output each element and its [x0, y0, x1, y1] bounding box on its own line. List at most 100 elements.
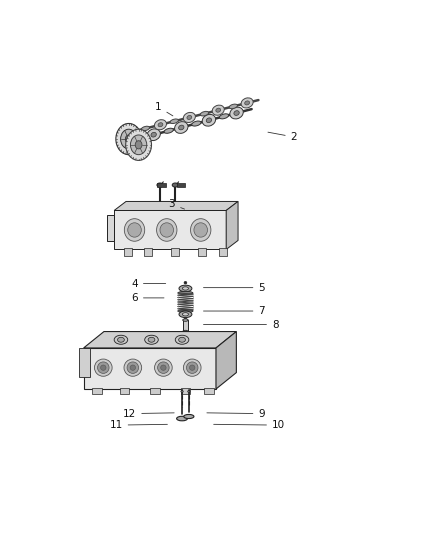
Bar [219, 248, 227, 256]
Ellipse shape [137, 135, 146, 141]
Polygon shape [157, 183, 166, 187]
Ellipse shape [181, 391, 183, 392]
Polygon shape [216, 332, 237, 389]
Ellipse shape [127, 362, 138, 374]
Ellipse shape [179, 337, 185, 342]
Ellipse shape [124, 359, 141, 376]
Ellipse shape [216, 108, 221, 112]
Text: 11: 11 [110, 420, 167, 430]
Ellipse shape [164, 128, 173, 133]
Polygon shape [114, 201, 238, 211]
Bar [205, 388, 214, 394]
Ellipse shape [175, 122, 188, 133]
Ellipse shape [120, 129, 137, 149]
Text: 4: 4 [131, 279, 166, 288]
Bar [124, 248, 132, 256]
Ellipse shape [184, 415, 194, 418]
Ellipse shape [151, 132, 156, 137]
Bar [144, 248, 152, 256]
Polygon shape [114, 211, 226, 249]
Text: 8: 8 [204, 320, 279, 329]
Ellipse shape [130, 365, 135, 370]
Text: 5: 5 [204, 282, 265, 293]
Ellipse shape [192, 121, 201, 126]
Ellipse shape [178, 292, 193, 295]
Polygon shape [78, 348, 90, 377]
Ellipse shape [202, 115, 215, 126]
Ellipse shape [158, 123, 163, 127]
Ellipse shape [183, 112, 195, 123]
Text: 1: 1 [155, 102, 173, 116]
Ellipse shape [147, 129, 160, 141]
Polygon shape [84, 348, 216, 389]
Ellipse shape [177, 416, 187, 421]
Ellipse shape [230, 107, 243, 119]
Text: 2: 2 [268, 132, 297, 142]
Bar [181, 388, 190, 394]
Ellipse shape [101, 365, 106, 370]
Ellipse shape [184, 359, 201, 376]
Ellipse shape [190, 365, 195, 370]
Ellipse shape [179, 285, 192, 292]
Ellipse shape [125, 135, 132, 143]
Ellipse shape [148, 337, 155, 342]
Text: 7: 7 [204, 306, 265, 316]
Ellipse shape [161, 365, 166, 370]
Ellipse shape [155, 120, 166, 130]
Bar [198, 248, 206, 256]
Ellipse shape [126, 129, 152, 160]
Text: 6: 6 [131, 293, 164, 303]
Ellipse shape [160, 223, 173, 237]
Ellipse shape [200, 111, 208, 116]
Bar [171, 248, 179, 256]
Ellipse shape [141, 126, 150, 131]
Ellipse shape [184, 281, 187, 284]
Polygon shape [226, 201, 238, 249]
Ellipse shape [212, 105, 224, 115]
Ellipse shape [145, 335, 158, 344]
Ellipse shape [182, 287, 188, 290]
Ellipse shape [182, 313, 188, 316]
Bar [183, 320, 188, 332]
Ellipse shape [229, 104, 237, 109]
Ellipse shape [124, 219, 145, 241]
Ellipse shape [172, 183, 178, 187]
Ellipse shape [183, 330, 188, 333]
Ellipse shape [179, 311, 192, 318]
Ellipse shape [178, 309, 193, 313]
Ellipse shape [95, 359, 112, 376]
Ellipse shape [116, 124, 141, 155]
Ellipse shape [241, 98, 253, 108]
Ellipse shape [187, 391, 190, 392]
Ellipse shape [187, 362, 198, 374]
Ellipse shape [155, 359, 172, 376]
Ellipse shape [194, 223, 208, 237]
Ellipse shape [219, 114, 229, 119]
Ellipse shape [170, 119, 178, 124]
Ellipse shape [131, 135, 147, 155]
Ellipse shape [191, 219, 211, 241]
Bar [150, 388, 159, 394]
Ellipse shape [175, 335, 189, 344]
Text: 10: 10 [214, 420, 285, 430]
Bar [92, 388, 102, 394]
Ellipse shape [245, 101, 250, 105]
Text: 9: 9 [207, 409, 265, 418]
Ellipse shape [184, 318, 187, 321]
Ellipse shape [183, 319, 188, 321]
Text: 12: 12 [123, 409, 174, 418]
Polygon shape [84, 332, 237, 348]
Ellipse shape [98, 362, 109, 374]
Ellipse shape [206, 118, 212, 123]
Polygon shape [107, 215, 114, 241]
Ellipse shape [158, 362, 169, 374]
Ellipse shape [179, 125, 184, 130]
Ellipse shape [157, 183, 163, 187]
Ellipse shape [187, 116, 192, 119]
Text: 3: 3 [169, 199, 184, 209]
Polygon shape [177, 183, 185, 187]
Ellipse shape [128, 223, 141, 237]
Ellipse shape [117, 337, 124, 342]
Ellipse shape [156, 219, 177, 241]
Bar [120, 388, 129, 394]
